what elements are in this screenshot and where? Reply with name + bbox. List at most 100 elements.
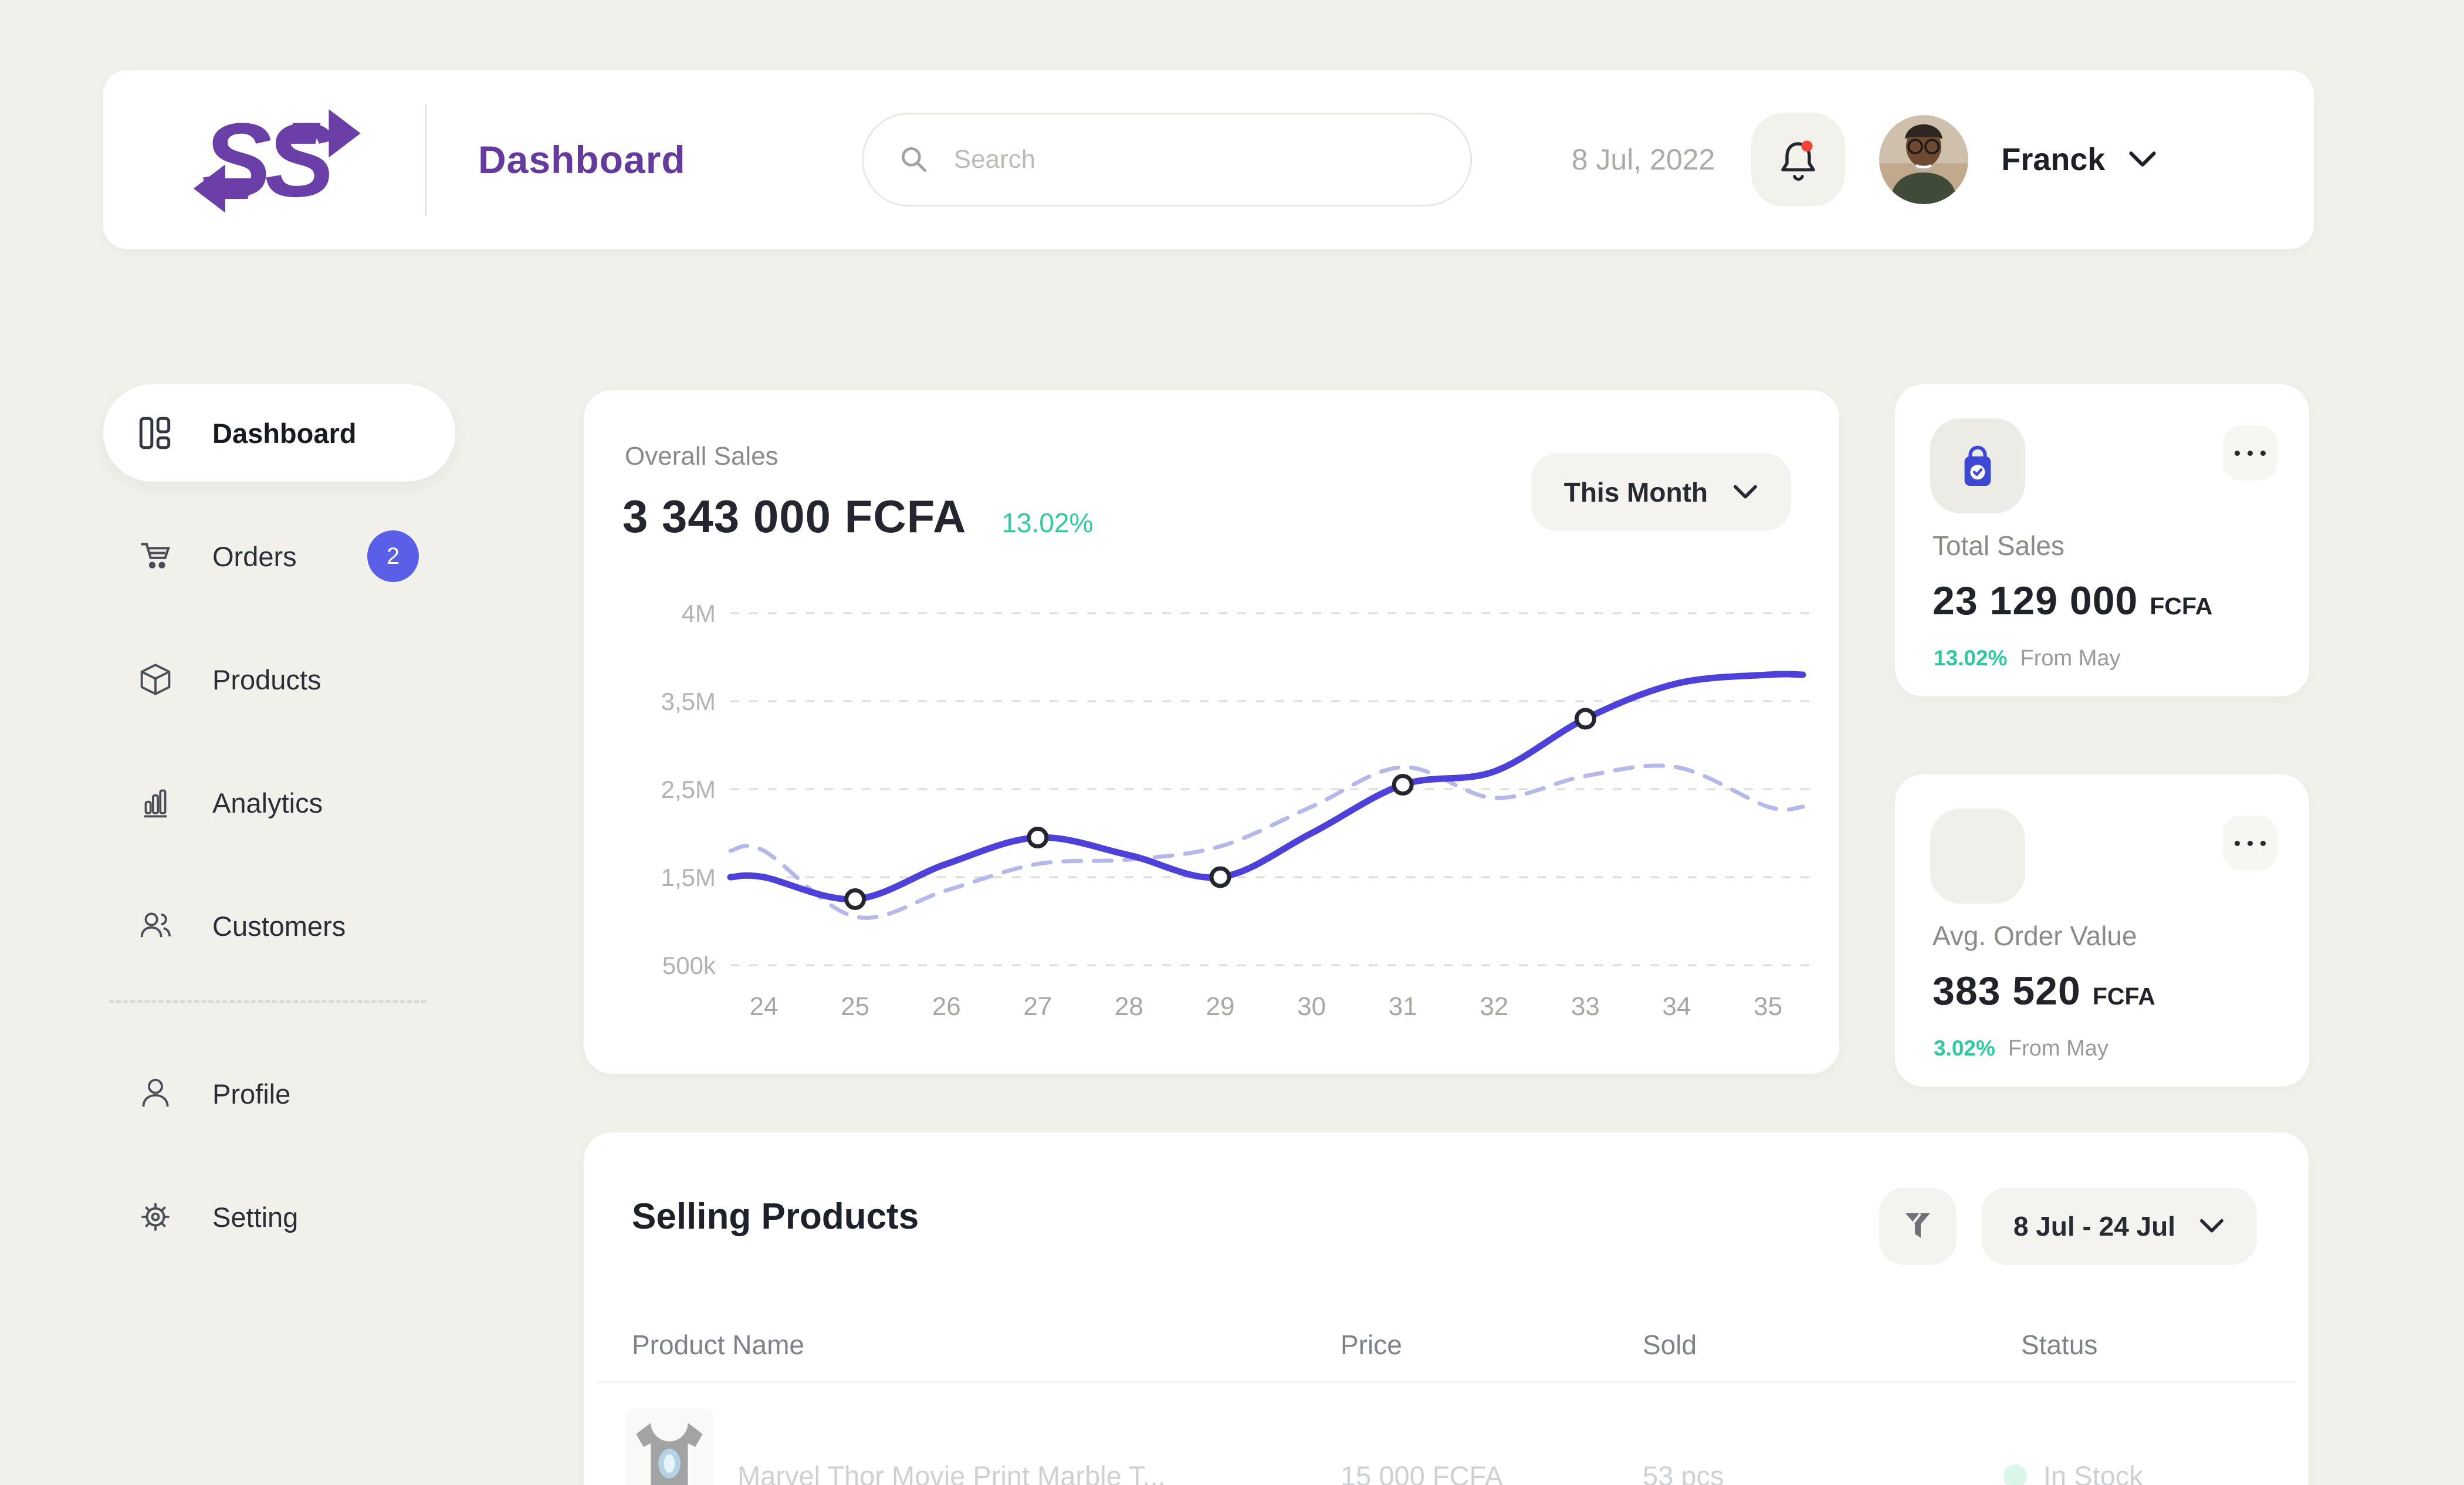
sidebar-divider	[109, 1000, 426, 1003]
overall-sales-change: 13.02%	[1001, 508, 1094, 538]
users-icon	[140, 912, 171, 938]
table-row[interactable]: Marvel Thor Movie Print Marble T... 15 0…	[584, 1408, 2309, 1485]
avatar-photo	[1879, 115, 1969, 204]
search-box[interactable]	[861, 113, 1472, 207]
filter-button[interactable]	[1879, 1188, 1957, 1265]
orders-count-badge: 2	[367, 530, 419, 582]
svg-text:4M: 4M	[682, 600, 716, 627]
svg-text:1,5M: 1,5M	[661, 864, 716, 891]
sidebar-item-dashboard[interactable]: Dashboard	[103, 384, 455, 482]
card-options-button[interactable]	[2222, 816, 2277, 871]
svg-text:2,5M: 2,5M	[661, 776, 716, 803]
selling-products-card: Selling Products 8 Jul - 24 Jul Product …	[584, 1132, 2309, 1485]
top-header: SS Dashboard 8 Jul, 2022	[103, 70, 2314, 249]
gear-icon	[141, 1203, 170, 1231]
sidebar-item-label: Customers	[212, 910, 346, 942]
box-icon	[140, 664, 171, 695]
svg-text:34: 34	[1663, 992, 1691, 1021]
sidebar-item-products[interactable]: Products	[103, 631, 455, 728]
stat-amount: 23 129 000	[1932, 579, 2138, 623]
stat-icon-tile	[1930, 809, 2025, 904]
sidebar-item-label: Dashboard	[212, 417, 357, 449]
notifications-button[interactable]	[1751, 113, 1846, 207]
svg-text:30: 30	[1297, 992, 1326, 1021]
svg-text:29: 29	[1206, 992, 1235, 1021]
in-stock-dot-icon	[2003, 1464, 2027, 1485]
svg-text:33: 33	[1571, 992, 1600, 1021]
page-title: Dashboard	[478, 138, 686, 181]
sidebar-item-setting[interactable]: Setting	[103, 1168, 455, 1266]
sidebar-item-label: Setting	[212, 1201, 299, 1233]
overall-sales-line-chart: 4M 3,5M 2,5M 1,5M 500k 24 25 26 27 28 29 30 31 32 33 34…	[661, 600, 1810, 1021]
dashboard-icon	[139, 417, 171, 449]
overall-sales-label: Overall Sales	[625, 442, 779, 471]
product-status-label: In Stock	[2043, 1460, 2143, 1485]
stat-label: Avg. Order Value	[1932, 921, 2137, 951]
sidebar-item-label: Orders	[212, 540, 297, 572]
column-header-price[interactable]: Price	[1341, 1330, 1402, 1360]
overall-sales-card: Overall Sales 3 343 000 FCFA 13.02% This…	[584, 390, 1839, 1074]
app-logo-ss-icon[interactable]: SS	[180, 101, 373, 218]
stat-amount: 383 520	[1932, 969, 2081, 1013]
column-header-sold[interactable]: Sold	[1643, 1330, 1697, 1360]
avg-order-value-card: Avg. Order Value 383 520 FCFA 3.02% From…	[1895, 774, 2309, 1087]
sidebar-item-customers[interactable]: Customers	[103, 877, 455, 975]
date-range-dropdown[interactable]: 8 Jul - 24 Jul	[1981, 1188, 2257, 1265]
svg-text:32: 32	[1480, 992, 1508, 1021]
sidebar-item-label: Products	[212, 664, 321, 695]
stat-currency: FCFA	[2150, 593, 2213, 620]
svg-text:28: 28	[1115, 992, 1143, 1021]
sidebar-item-profile[interactable]: Profile	[103, 1045, 455, 1142]
svg-text:25: 25	[841, 992, 869, 1021]
period-selector-dropdown[interactable]: This Month	[1531, 454, 1791, 531]
table-divider	[597, 1381, 2296, 1383]
total-sales-card: Total Sales 23 129 000 FCFA 13.02% From …	[1895, 384, 2309, 696]
sidebar-nav: Dashboard Orders 2 Products	[103, 384, 455, 1291]
chevron-down-icon	[1734, 485, 1757, 499]
user-menu-chevron-down-icon[interactable]	[2127, 150, 2158, 169]
column-header-product-name[interactable]: Product Name	[632, 1330, 805, 1360]
svg-text:31: 31	[1389, 992, 1417, 1021]
bell-icon	[1781, 140, 1816, 181]
user-avatar[interactable]	[1879, 115, 1969, 204]
product-thumbnail	[625, 1408, 714, 1485]
user-icon	[142, 1078, 169, 1107]
stat-change-note: From May	[2020, 646, 2121, 671]
shopping-bag-icon	[1964, 445, 1991, 486]
product-sold: 53 pcs	[1643, 1460, 1724, 1485]
svg-text:24: 24	[750, 992, 779, 1021]
stat-change: 13.02%	[1934, 646, 2008, 670]
bar-chart-icon	[144, 789, 167, 818]
header-date: 8 Jul, 2022	[1571, 143, 1715, 176]
column-header-status[interactable]: Status	[2021, 1330, 2098, 1360]
date-range-value: 8 Jul - 24 Jul	[2013, 1211, 2176, 1242]
cart-icon	[141, 543, 170, 569]
product-status: In Stock	[2003, 1460, 2143, 1485]
sidebar-item-label: Profile	[212, 1078, 291, 1109]
svg-text:3,5M: 3,5M	[661, 688, 716, 715]
svg-text:27: 27	[1023, 992, 1052, 1021]
overall-sales-amount: 3 343 000 FCFA	[622, 491, 967, 542]
sidebar-item-analytics[interactable]: Analytics	[103, 754, 455, 851]
period-selector-value: This Month	[1563, 477, 1708, 508]
chevron-down-icon	[2200, 1219, 2223, 1233]
stat-icon-tile	[1930, 418, 2025, 513]
svg-text:35: 35	[1754, 992, 1782, 1021]
stat-label: Total Sales	[1932, 530, 2065, 561]
stat-change: 3.02%	[1934, 1036, 1995, 1060]
user-name[interactable]: Franck	[2001, 142, 2106, 177]
product-price: 15 000 FCFA	[1341, 1460, 1503, 1485]
svg-text:26: 26	[932, 992, 961, 1021]
sidebar-item-label: Analytics	[212, 787, 323, 818]
stat-currency: FCFA	[2092, 983, 2155, 1010]
svg-text:500k: 500k	[662, 952, 716, 979]
product-name: Marvel Thor Movie Print Marble T...	[737, 1460, 1166, 1485]
card-options-button[interactable]	[2222, 425, 2277, 481]
filter-funnel-icon	[1905, 1213, 1931, 1238]
stat-change-note: From May	[2008, 1036, 2108, 1061]
sidebar-item-orders[interactable]: Orders 2	[103, 508, 455, 605]
selling-products-title: Selling Products	[632, 1196, 919, 1237]
search-icon	[901, 147, 926, 172]
search-input[interactable]	[953, 145, 1423, 174]
